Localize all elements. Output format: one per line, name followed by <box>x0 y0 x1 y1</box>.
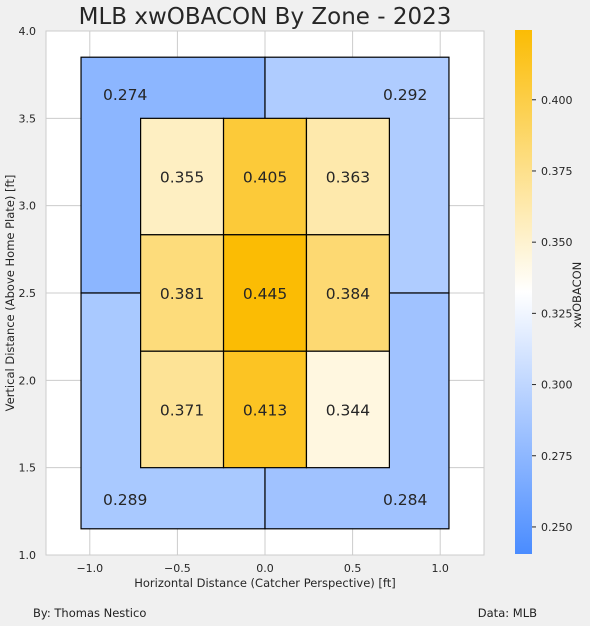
colorbar-ticks: 0.250 0.275 0.300 0.325 0.350 0.375 0.400 <box>532 94 573 534</box>
y-tick-label: 2.5 <box>19 287 37 300</box>
x-tick-label: −0.5 <box>164 562 191 575</box>
colorbar-tick-label: 0.375 <box>541 165 573 178</box>
zone-value-label: 0.381 <box>160 285 204 303</box>
zone-value-label: 0.292 <box>383 86 427 104</box>
colorbar-tick-label: 0.275 <box>541 450 573 463</box>
zone-cell-top-middle <box>222 117 308 236</box>
footer-source: Data: MLB <box>477 606 537 620</box>
y-tick-label: 3.5 <box>19 112 37 125</box>
colorbar-tick-label: 0.325 <box>541 307 573 320</box>
x-axis-label: Horizontal Distance (Catcher Perspective… <box>134 576 396 590</box>
colorbar-tick-label: 0.300 <box>541 379 573 392</box>
x-tick-label: −1.0 <box>76 562 103 575</box>
zone-value-label: 0.344 <box>326 401 370 419</box>
zone-value-label: 0.355 <box>160 169 204 187</box>
zone-cell-bottom-right <box>305 350 390 469</box>
chart-title: MLB xwOBACON By Zone - 2023 <box>79 4 452 30</box>
colorbar-tick-label: 0.350 <box>541 236 573 249</box>
axes: −1.0 −0.5 0.0 0.5 1.0 1.0 1.5 2.0 2.5 3.0 3.5 4.0 <box>19 25 449 575</box>
x-tick-label: 0.5 <box>344 562 362 575</box>
y-tick-label: 1.5 <box>19 462 37 475</box>
zone-value-label: 0.274 <box>103 86 147 104</box>
zone-cell-top-right <box>305 117 390 236</box>
y-tick-label: 3.0 <box>19 200 37 213</box>
colorbar <box>515 30 532 554</box>
zone-cell-bottom-middle <box>222 350 308 469</box>
zone-value-label: 0.371 <box>160 401 204 419</box>
colorbar-label: xwOBACON <box>570 262 584 329</box>
zone-cell-bottom-left <box>140 350 225 469</box>
zone-value-label: 0.445 <box>243 285 287 303</box>
zone-cell-middle-left <box>140 234 225 352</box>
y-tick-label: 2.0 <box>19 374 37 387</box>
x-tick-label: 1.0 <box>431 562 449 575</box>
y-tick-label: 1.0 <box>19 549 37 562</box>
zone-value-label: 0.284 <box>383 491 427 509</box>
zone-cell-middle-right <box>305 234 390 352</box>
footer-credit: By: Thomas Nestico <box>33 606 147 620</box>
colorbar-tick-label: 0.250 <box>541 521 573 534</box>
zone-value-label: 0.384 <box>326 285 370 303</box>
zone-value-label: 0.289 <box>103 491 147 509</box>
zone-value-label: 0.405 <box>243 169 287 187</box>
zone-cells: 0.274 0.292 0.289 0.284 0.355 0.405 0.363 0.381… <box>80 56 450 530</box>
colorbar-tick-label: 0.400 <box>541 94 573 107</box>
zone-value-label: 0.363 <box>326 169 370 187</box>
zone-cell-middle-middle <box>222 234 308 352</box>
y-tick-label: 4.0 <box>19 25 37 38</box>
zone-value-label: 0.413 <box>243 401 287 419</box>
x-tick-label: 0.0 <box>256 562 274 575</box>
y-axis-label: Vertical Distance (Above Home Plate) [ft… <box>3 175 17 412</box>
